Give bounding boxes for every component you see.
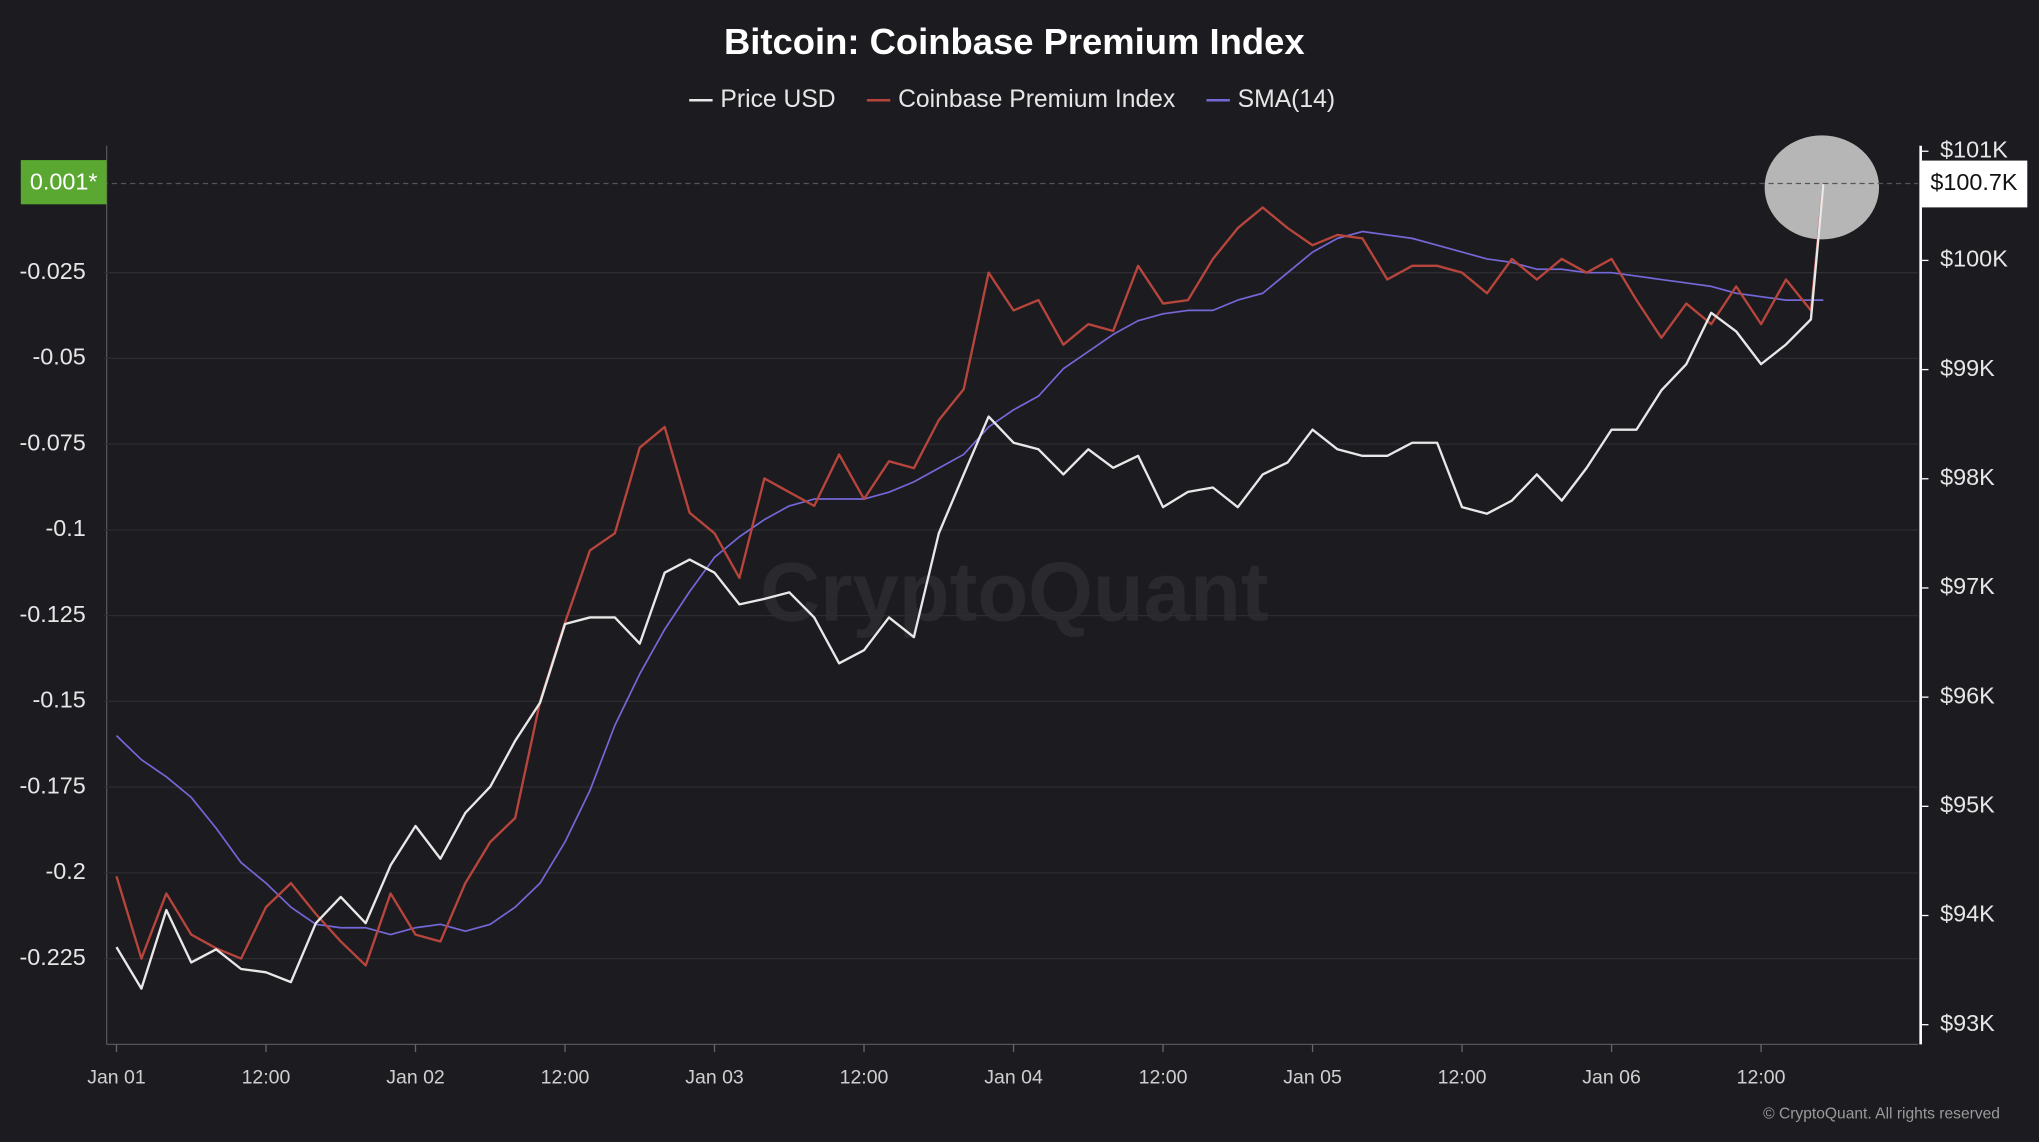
legend-label: Price USD bbox=[720, 86, 835, 113]
x-tick-label: Jan 04 bbox=[984, 1066, 1043, 1088]
x-tick-label: 12:00 bbox=[1139, 1066, 1188, 1088]
watermark: CryptoQuant bbox=[760, 545, 1269, 638]
y2-tick-label: $101K bbox=[1940, 136, 2008, 162]
current-value-label: 0.001* bbox=[30, 169, 98, 195]
x-tick-label: Jan 01 bbox=[87, 1066, 146, 1088]
y2-tick-label: $95K bbox=[1940, 792, 1995, 818]
legend: Price USD Coinbase Premium Index SMA(14) bbox=[689, 86, 1335, 113]
y2-tick-label: $99K bbox=[1940, 355, 1995, 381]
y-tick-label: -0.15 bbox=[32, 687, 85, 713]
y2-tick-label: $96K bbox=[1940, 682, 1995, 708]
x-tick-label: Jan 03 bbox=[685, 1066, 744, 1088]
x-tick-label: 12:00 bbox=[840, 1066, 889, 1088]
x-tick-label: 12:00 bbox=[541, 1066, 590, 1088]
legend-label: SMA(14) bbox=[1238, 86, 1335, 113]
chart-title: Bitcoin: Coinbase Premium Index bbox=[724, 21, 1305, 62]
current-price-box bbox=[1920, 160, 2028, 208]
y-tick-label: -0.05 bbox=[32, 344, 85, 370]
y-tick-label: -0.125 bbox=[19, 601, 85, 627]
current-price-label: $100.7K bbox=[1930, 169, 2018, 195]
x-tick-label: 12:00 bbox=[1438, 1066, 1487, 1088]
x-tick-label: 12:00 bbox=[242, 1066, 291, 1088]
y2-tick-label: $97K bbox=[1940, 573, 1995, 599]
y2-tick-label: $93K bbox=[1940, 1010, 1995, 1036]
y-tick-label: -0.075 bbox=[19, 429, 85, 455]
legend-label: Coinbase Premium Index bbox=[898, 86, 1176, 113]
x-tick-label: Jan 02 bbox=[386, 1066, 445, 1088]
y-tick-label: -0.1 bbox=[46, 515, 86, 541]
series-line bbox=[115, 183, 1825, 967]
y-tick-label: -0.225 bbox=[19, 944, 85, 970]
y2-tick-label: $98K bbox=[1940, 464, 1995, 490]
x-tick-label: 12:00 bbox=[1737, 1066, 1786, 1088]
y-tick-label: -0.025 bbox=[19, 258, 85, 284]
x-tick-label: Jan 05 bbox=[1283, 1066, 1342, 1088]
footer: © CryptoQuant. All rights reserved bbox=[1763, 1106, 2000, 1123]
x-tick-label: Jan 06 bbox=[1582, 1066, 1641, 1088]
y-tick-label: -0.175 bbox=[19, 772, 85, 798]
series-line bbox=[115, 183, 1825, 990]
y-tick-label: -0.2 bbox=[46, 858, 86, 884]
y2-tick-label: $100K bbox=[1940, 246, 2008, 272]
current-value-box bbox=[20, 160, 107, 205]
y2-tick-label: $94K bbox=[1940, 901, 1995, 927]
